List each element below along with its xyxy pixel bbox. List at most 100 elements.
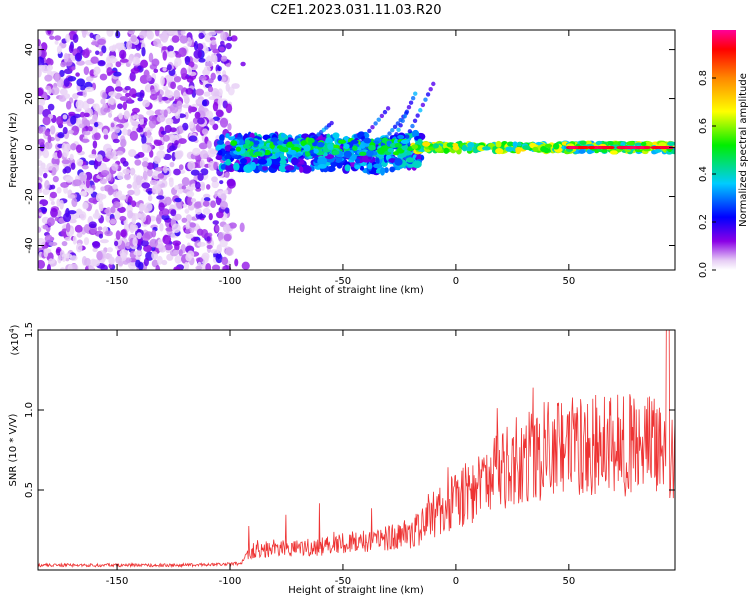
heatmap-cell bbox=[377, 147, 385, 155]
heatmap-cell bbox=[59, 88, 68, 96]
heatmap-cell bbox=[197, 117, 205, 125]
heatmap-cell bbox=[70, 115, 77, 125]
heatmap-cell bbox=[103, 107, 111, 113]
heatmap-cell bbox=[154, 30, 160, 37]
heatmap-cell bbox=[52, 175, 59, 183]
heatmap-cell bbox=[235, 146, 242, 152]
heatmap-cell bbox=[367, 163, 373, 170]
heatmap-cell bbox=[178, 164, 184, 171]
heatmap-cell bbox=[132, 93, 137, 99]
heatmap-cell bbox=[82, 89, 87, 98]
heatmap-cell bbox=[64, 166, 72, 174]
heatmap-cell bbox=[156, 255, 163, 265]
heatmap-cell bbox=[103, 133, 109, 140]
heatmap-cell bbox=[61, 159, 71, 165]
heatmap-cell bbox=[223, 233, 232, 242]
heatmap-cell bbox=[202, 128, 209, 136]
snr-x-ticks: -150 -100 -50 0 50 bbox=[106, 330, 575, 587]
snr-y-label: SNR (10 * V/V) bbox=[8, 413, 19, 486]
heatmap-cell bbox=[217, 74, 222, 82]
heatmap-cell bbox=[38, 126, 44, 134]
heatmap-cell bbox=[148, 118, 157, 129]
heatmap-cell bbox=[284, 164, 295, 171]
heatmap-cell bbox=[125, 92, 131, 98]
heatmap-cell bbox=[129, 167, 136, 176]
heatmap-cell bbox=[76, 60, 85, 66]
heatmap-cell bbox=[173, 266, 181, 270]
heatmap-cell bbox=[187, 160, 196, 171]
heatmap-cell bbox=[288, 149, 297, 155]
heatmap-cell bbox=[239, 158, 248, 165]
heatmap-cell bbox=[279, 159, 287, 165]
heatmap-cell bbox=[224, 171, 230, 179]
heatmap-cell bbox=[160, 75, 165, 86]
heatmap-cell bbox=[182, 203, 188, 208]
heatmap-cell bbox=[49, 191, 58, 199]
heatmap-cell bbox=[149, 238, 158, 248]
heatmap-cell bbox=[544, 143, 553, 148]
heatmap-cell bbox=[185, 221, 190, 231]
heatmap-cell bbox=[132, 224, 139, 232]
heatmap-cell bbox=[400, 139, 410, 144]
heatmap-cell bbox=[99, 178, 108, 185]
heatmap-cell bbox=[304, 150, 311, 157]
heatmap-cell bbox=[45, 85, 52, 91]
heatmap-cell bbox=[173, 168, 181, 176]
heatmap-cell bbox=[76, 158, 84, 167]
heatmap-cell bbox=[128, 149, 137, 158]
heatmap-cell bbox=[188, 61, 195, 68]
heatmap-cell bbox=[482, 146, 491, 151]
heatmap-cell bbox=[202, 200, 210, 207]
heatmap-cell bbox=[276, 140, 284, 145]
heatmap-cell bbox=[129, 130, 139, 141]
heatmap-cell bbox=[67, 194, 76, 199]
heatmap-cell bbox=[163, 109, 168, 118]
x-tick-label: 0 bbox=[453, 576, 459, 587]
heatmap-cell bbox=[44, 234, 53, 243]
heatmap-cell bbox=[253, 140, 260, 145]
heatmap-cell bbox=[332, 150, 340, 155]
heatmap-cell bbox=[57, 149, 62, 159]
heatmap-cell bbox=[109, 218, 117, 225]
heatmap-cell bbox=[653, 145, 661, 150]
snr-y-multiplier-exp: 4 bbox=[8, 328, 16, 333]
heatmap-cell bbox=[165, 117, 174, 125]
heatmap-cell bbox=[108, 112, 113, 118]
heatmap-cell bbox=[141, 135, 147, 145]
heatmap-cell bbox=[165, 89, 171, 96]
colorbar: 0.0 0.2 0.4 0.6 0.8 Normalized spectral ampl… bbox=[698, 30, 749, 278]
heatmap-cell bbox=[145, 214, 152, 225]
heatmap-cell bbox=[182, 122, 189, 131]
heatmap-cell bbox=[201, 252, 210, 261]
heatmap-cell bbox=[72, 235, 77, 245]
heatmap-cell bbox=[376, 117, 381, 122]
heatmap-cell bbox=[370, 125, 375, 130]
heatmap-cell bbox=[443, 147, 450, 154]
heatmap-cell bbox=[57, 131, 65, 139]
heatmap-cell bbox=[209, 149, 218, 155]
heatmap-cell bbox=[207, 86, 214, 93]
heatmap-cell bbox=[158, 245, 166, 253]
heatmap-cell bbox=[162, 165, 168, 174]
heatmap-cell bbox=[568, 145, 576, 150]
svg-text:(x104): (x104) bbox=[8, 324, 21, 355]
heatmap-cell bbox=[148, 52, 154, 63]
heatmap-cell bbox=[61, 240, 68, 247]
heatmap-cell bbox=[226, 36, 233, 42]
heatmap-cell bbox=[144, 127, 153, 133]
heatmap-cell bbox=[70, 143, 77, 151]
heatmap-cell bbox=[461, 144, 468, 152]
heatmap-cell bbox=[200, 228, 209, 239]
heatmap-cell bbox=[133, 250, 143, 256]
heatmap-cell bbox=[205, 263, 212, 270]
snr-series-line bbox=[38, 330, 675, 569]
heatmap-cell bbox=[102, 128, 109, 135]
snr-x-label: Height of straight line (km) bbox=[288, 585, 424, 596]
heatmap-cell bbox=[643, 145, 651, 150]
heatmap-cell bbox=[47, 217, 55, 227]
heatmap-cell bbox=[452, 144, 460, 151]
heatmap-cell bbox=[90, 258, 97, 266]
heatmap-cell bbox=[56, 186, 62, 194]
heatmap-cell bbox=[212, 101, 219, 112]
